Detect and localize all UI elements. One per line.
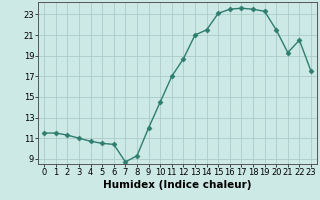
X-axis label: Humidex (Indice chaleur): Humidex (Indice chaleur) xyxy=(103,180,252,190)
